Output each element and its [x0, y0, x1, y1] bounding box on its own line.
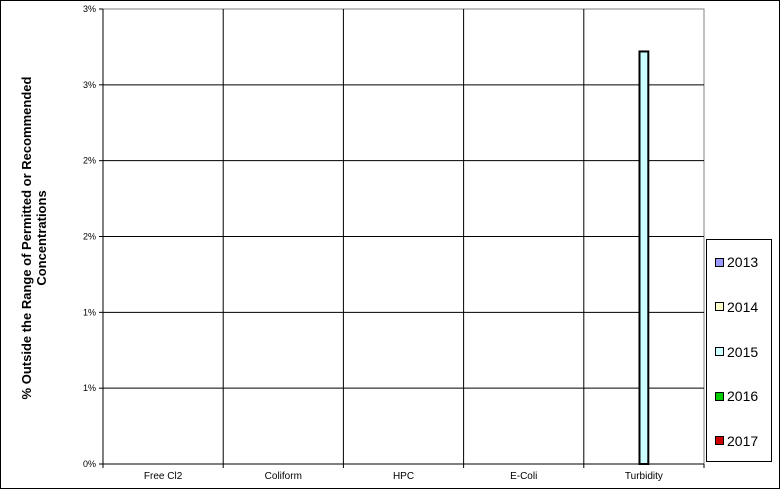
y-tick-label: 2% [83, 232, 96, 242]
bars [638, 50, 650, 465]
legend-item-2016: 2016 [715, 387, 758, 405]
legend-label: 2014 [727, 298, 759, 315]
y-tick-label: 3% [83, 4, 96, 14]
x-tick-label: Coliform [265, 471, 302, 482]
legend-item-2015: 2015 [715, 343, 758, 361]
gridlines [103, 9, 704, 464]
legend-swatch [715, 347, 724, 356]
axis-ticks [99, 8, 705, 468]
y-tick-label: 3% [83, 80, 96, 90]
legend: 2013 2014 2015 2016 2017 [706, 239, 772, 462]
legend-label: 2015 [727, 343, 759, 360]
legend-label: 2017 [727, 432, 759, 449]
legend-swatch [715, 436, 724, 446]
y-tick-label: 1% [83, 383, 96, 393]
legend-swatch [715, 302, 724, 312]
y-tick-label: 1% [83, 307, 96, 317]
x-tick-label: Turbidity [625, 471, 663, 482]
legend-item-2013: 2013 [715, 253, 758, 271]
x-tick-label: E-Coli [510, 471, 537, 482]
y-tick-label: 2% [83, 156, 96, 166]
legend-swatch [715, 391, 724, 401]
x-tick-label: HPC [393, 471, 414, 482]
x-tick-labels: Free Cl2 Coliform HPC E-Coli Turbidity [144, 471, 663, 482]
legend-swatch [715, 257, 724, 267]
x-tick-label: Free Cl2 [144, 471, 183, 482]
legend-label: 2016 [727, 388, 759, 405]
legend-label: 2013 [727, 254, 759, 271]
y-tick-label: 0% [83, 459, 96, 469]
bar-2015-turbidity [638, 50, 650, 465]
legend-item-2014: 2014 [715, 298, 758, 316]
y-tick-labels: 0% 1% 1% 2% 2% 3% 3% [83, 4, 96, 469]
legend-item-2017: 2017 [715, 432, 758, 450]
